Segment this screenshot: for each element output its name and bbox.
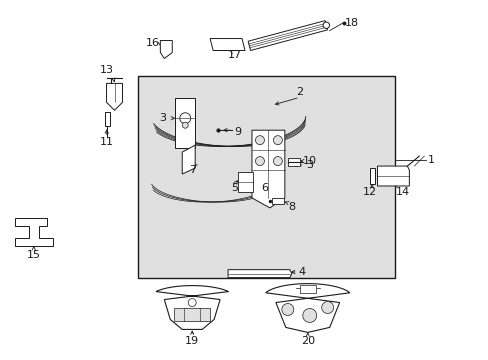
Circle shape: [302, 309, 316, 323]
Text: 4: 4: [298, 267, 305, 276]
Polygon shape: [271, 198, 283, 204]
Polygon shape: [210, 39, 244, 50]
Circle shape: [273, 136, 282, 145]
Polygon shape: [175, 98, 195, 148]
Text: 20: 20: [300, 336, 314, 346]
Text: 1: 1: [427, 155, 434, 165]
Text: 2: 2: [296, 87, 303, 97]
Text: 3: 3: [305, 160, 313, 170]
Circle shape: [323, 22, 329, 28]
Text: 17: 17: [227, 50, 242, 60]
Polygon shape: [287, 158, 299, 166]
Text: 16: 16: [145, 37, 159, 48]
Text: 9: 9: [234, 127, 241, 137]
Circle shape: [281, 303, 293, 315]
Text: 18: 18: [344, 18, 358, 28]
Polygon shape: [156, 285, 228, 329]
Polygon shape: [377, 166, 408, 186]
Polygon shape: [182, 145, 195, 174]
Bar: [299, 285, 315, 293]
Text: 10: 10: [302, 156, 316, 166]
Polygon shape: [227, 270, 291, 278]
Circle shape: [188, 298, 196, 306]
Circle shape: [255, 136, 264, 145]
Bar: [369, 168, 374, 184]
Text: 8: 8: [287, 202, 295, 212]
Text: 5: 5: [231, 183, 238, 193]
Polygon shape: [247, 21, 327, 50]
Text: 15: 15: [27, 250, 41, 260]
Text: 12: 12: [362, 187, 376, 197]
Text: 13: 13: [100, 66, 113, 76]
Text: 11: 11: [100, 137, 113, 147]
Circle shape: [180, 113, 190, 124]
Bar: [138, 76, 395, 278]
Circle shape: [321, 302, 333, 314]
Polygon shape: [251, 130, 285, 208]
Polygon shape: [160, 41, 172, 58]
Polygon shape: [265, 284, 349, 332]
Circle shape: [182, 122, 188, 128]
Circle shape: [255, 157, 264, 166]
Bar: [174, 307, 210, 321]
Circle shape: [273, 157, 282, 166]
Polygon shape: [15, 218, 53, 246]
Text: 3: 3: [159, 113, 165, 123]
Polygon shape: [106, 84, 122, 110]
Text: 14: 14: [395, 187, 409, 197]
Bar: [104, 112, 110, 126]
Text: 7: 7: [188, 165, 195, 175]
Text: 6: 6: [261, 183, 268, 193]
Text: 19: 19: [185, 336, 199, 346]
Polygon shape: [238, 172, 252, 192]
